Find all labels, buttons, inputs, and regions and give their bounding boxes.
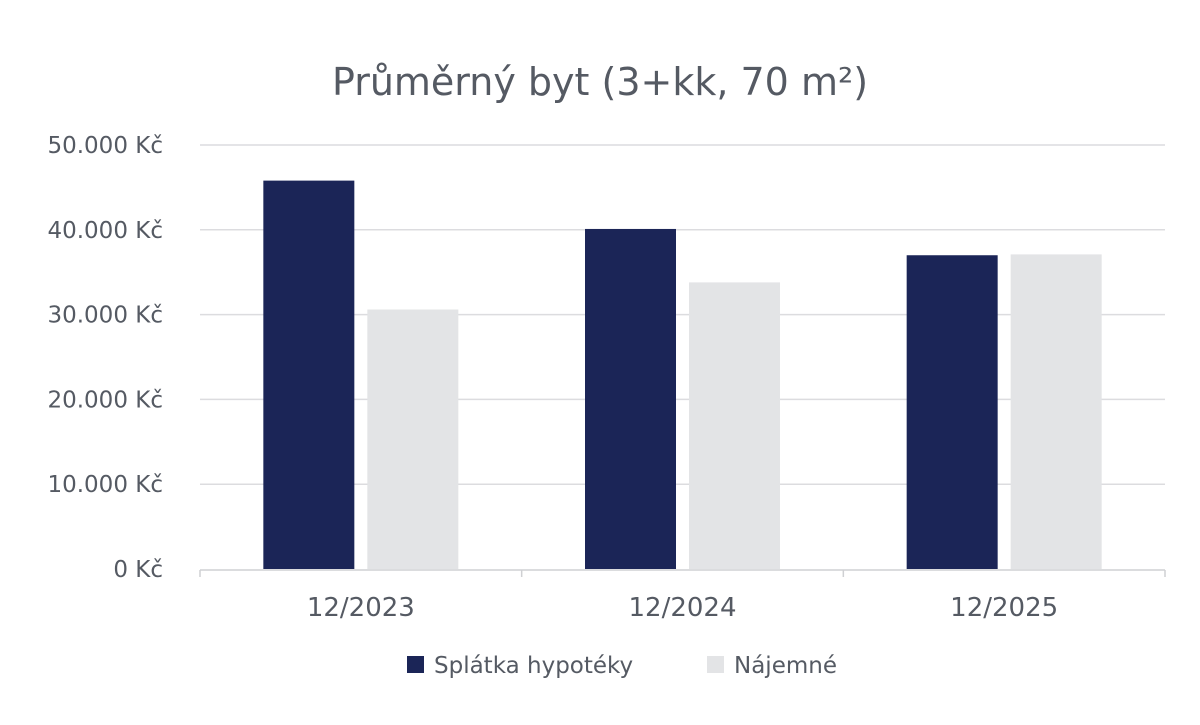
gridlines xyxy=(200,144,1165,485)
y-tick-label: 0 Kč xyxy=(113,557,163,583)
bar-najemne-2 xyxy=(1010,254,1102,569)
bar-najemne-1 xyxy=(689,282,780,569)
legend-label: Splátka hypotéky xyxy=(434,653,633,679)
bar-najemne-0 xyxy=(367,309,459,569)
x-category-label: 12/2023 xyxy=(307,593,415,623)
y-tick-label: 10.000 Kč xyxy=(47,472,163,498)
x-category-label: 12/2025 xyxy=(950,593,1058,623)
y-axis-tick-labels: 0 Kč 10.000 Kč 20.000 Kč 30.000 Kč 40.000 Kč… xyxy=(47,133,163,583)
y-tick-label: 50.000 Kč xyxy=(47,133,163,159)
x-category-label: 12/2024 xyxy=(628,593,736,623)
legend: Splátka hypotéky Nájemné xyxy=(407,653,837,679)
legend-swatch xyxy=(407,656,424,673)
y-tick-label: 20.000 Kč xyxy=(47,387,163,413)
bar-splatka-hypoteky-1 xyxy=(585,228,676,569)
bar-splatka-hypoteky-0 xyxy=(263,180,355,569)
x-axis-category-labels: 12/2023 12/2024 12/2025 xyxy=(307,593,1058,623)
chart-title: Průměrný byt (3+kk, 70 m²) xyxy=(332,60,868,104)
legend-swatch xyxy=(707,656,724,673)
y-tick-label: 40.000 Kč xyxy=(47,218,163,244)
bars xyxy=(263,180,1102,570)
x-axis xyxy=(199,569,1166,577)
bar-splatka-hypoteky-2 xyxy=(906,255,998,570)
legend-label: Nájemné xyxy=(734,653,837,679)
y-tick-label: 30.000 Kč xyxy=(47,303,163,329)
